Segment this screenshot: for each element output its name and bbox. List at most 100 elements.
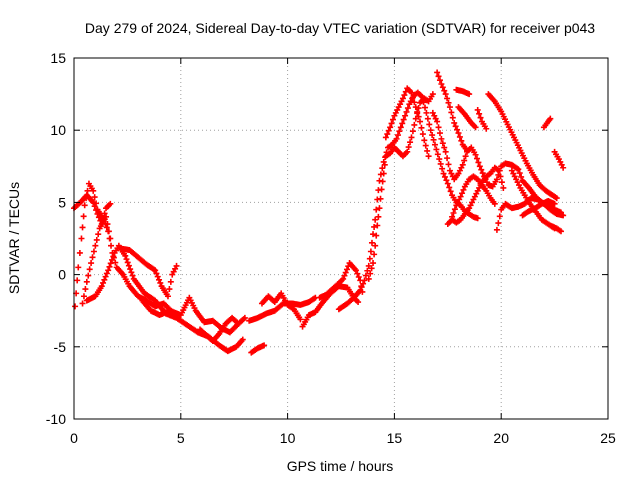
y-tick-label: -10	[46, 411, 66, 427]
data-point-marker	[101, 276, 108, 283]
data-point-marker	[122, 252, 129, 259]
data-point-marker	[152, 267, 159, 274]
data-point-marker	[444, 180, 451, 187]
data-point-marker	[373, 232, 380, 239]
data-point-marker	[459, 161, 466, 168]
data-point-marker	[76, 249, 83, 256]
data-point-marker	[483, 125, 490, 132]
data-point-marker	[377, 195, 384, 202]
data-point-marker	[95, 231, 102, 238]
data-point-marker	[495, 220, 502, 227]
data-point-marker	[375, 213, 382, 220]
data-point-marker	[372, 242, 379, 249]
data-point-marker	[451, 206, 458, 213]
data-point-marker	[412, 104, 419, 111]
data-point-marker	[443, 177, 450, 184]
data-point-marker	[358, 284, 365, 291]
data-point-marker	[340, 275, 347, 282]
data-point-marker	[156, 276, 163, 283]
series-track-27	[540, 115, 554, 131]
data-point-marker	[394, 132, 401, 139]
data-point-marker	[456, 133, 463, 140]
data-point-marker	[518, 173, 525, 180]
data-point-marker	[404, 105, 411, 112]
data-point-marker	[429, 91, 436, 98]
y-tick-labels: -10 -5 0 5 10 15	[46, 50, 66, 427]
data-point-marker	[384, 131, 391, 138]
data-point-marker	[389, 116, 396, 123]
data-point-marker	[164, 293, 171, 300]
data-point-marker	[444, 155, 451, 162]
data-point-marker	[437, 160, 444, 167]
data-point-marker	[166, 286, 173, 293]
series-track-20	[453, 86, 473, 98]
data-point-marker	[370, 260, 377, 267]
series-track-14	[365, 91, 436, 282]
series-track-28	[551, 148, 567, 171]
data-point-marker	[93, 236, 100, 243]
data-point-marker	[560, 164, 567, 171]
data-point-marker	[127, 266, 134, 273]
data-point-marker	[515, 166, 522, 173]
data-point-marker	[364, 267, 371, 274]
data-point-marker	[446, 184, 453, 191]
data-point-marker	[354, 270, 361, 277]
data-point-marker	[374, 222, 381, 229]
data-point-marker	[80, 213, 87, 220]
data-point-marker	[478, 166, 485, 173]
data-point-marker	[444, 95, 451, 102]
data-point-marker	[367, 248, 374, 255]
data-point-marker	[516, 170, 523, 177]
data-point-marker	[558, 228, 565, 235]
y-tick-label: 10	[50, 122, 66, 138]
data-point-marker	[448, 109, 455, 116]
y-axis-label: SDTVAR / TECUs	[6, 182, 22, 294]
data-point-marker	[441, 173, 448, 180]
data-point-marker	[500, 184, 507, 191]
data-point-marker	[372, 216, 379, 223]
data-point-marker	[86, 266, 93, 273]
data-point-marker	[368, 239, 375, 246]
data-point-marker	[445, 99, 452, 106]
data-point-marker	[438, 80, 445, 87]
data-point-marker	[418, 124, 425, 131]
data-point-marker	[380, 170, 387, 177]
data-point-marker	[472, 151, 479, 158]
y-tick-label: 15	[50, 50, 66, 66]
data-point-marker	[424, 147, 431, 154]
series-track-26	[519, 197, 558, 219]
data-point-marker	[424, 115, 431, 122]
data-point-marker	[408, 89, 415, 96]
series-track-22	[474, 106, 490, 132]
data-point-marker	[433, 146, 440, 153]
data-point-marker	[129, 272, 136, 279]
y-tick-label: 0	[58, 267, 66, 283]
data-point-marker	[107, 235, 114, 242]
data-point-marker	[376, 205, 383, 212]
data-point-marker	[343, 266, 350, 273]
data-point-marker	[411, 121, 418, 128]
data-point-marker	[110, 253, 117, 260]
data-point-marker	[451, 119, 458, 126]
data-point-marker	[108, 242, 115, 249]
data-point-marker	[235, 320, 242, 327]
data-point-marker	[362, 272, 369, 279]
series-track-6	[139, 294, 248, 336]
data-point-marker	[92, 242, 99, 249]
series-track-10	[258, 290, 304, 323]
data-point-marker	[396, 128, 403, 135]
data-points	[71, 69, 567, 356]
data-point-marker	[461, 157, 468, 164]
data-point-marker	[371, 251, 378, 258]
data-point-marker	[446, 104, 453, 111]
y-tick-label: -5	[54, 339, 67, 355]
data-point-marker	[560, 212, 567, 219]
series-track-3	[79, 213, 114, 307]
data-point-marker	[72, 303, 79, 310]
data-point-marker	[493, 226, 500, 233]
data-point-marker	[370, 231, 377, 238]
data-point-marker	[491, 200, 498, 207]
data-point-marker	[79, 300, 86, 307]
data-point-marker	[434, 69, 441, 76]
data-point-marker	[371, 223, 378, 230]
